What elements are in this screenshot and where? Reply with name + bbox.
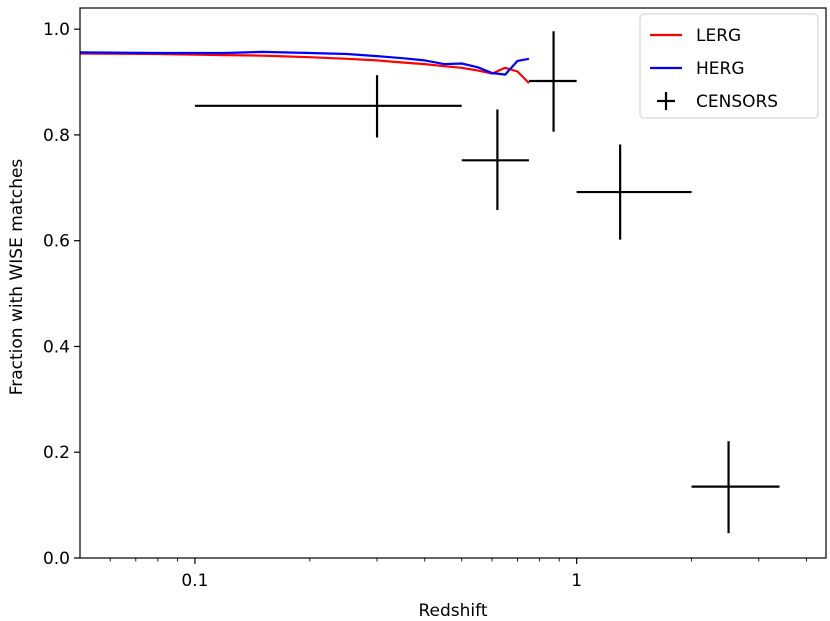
x-axis-label: Redshift (418, 601, 487, 621)
y-tick-label: 0.2 (43, 443, 70, 463)
legend-entry-herg: HERG (650, 59, 745, 79)
legend-label: CENSORS (696, 92, 778, 112)
y-tick-label: 0.6 (43, 232, 70, 252)
legend-entry-lerg: LERG (650, 26, 741, 46)
errorbar-point (461, 109, 529, 211)
legend-box (639, 13, 819, 119)
plot-area (79, 31, 780, 534)
legend: LERG HERG CENSORS (639, 13, 819, 119)
y-axis-label: Fraction with WISE matches (7, 159, 27, 396)
errorbar-point (528, 31, 577, 132)
series-line-lerg (79, 52, 530, 84)
legend-label: HERG (696, 59, 745, 79)
legend-entry-censors: CENSORS (657, 92, 778, 112)
y-tick-label: 0.0 (43, 549, 70, 569)
x-tick-label: 1 (571, 571, 582, 591)
series-line-herg (79, 50, 530, 76)
y-tick-label: 0.4 (43, 337, 70, 357)
errorbar-point (691, 441, 780, 534)
errorbar-point (194, 75, 462, 138)
legend-label: LERG (696, 26, 741, 46)
errorbar-point (576, 144, 692, 240)
axes: 0.0 0.2 0.4 0.6 0.8 1.0 0.1 1 (43, 20, 807, 591)
axes-frame (79, 7, 827, 559)
y-tick-label: 0.8 (43, 126, 70, 146)
x-tick-label: 0.1 (181, 571, 208, 591)
y-tick-label: 1.0 (43, 20, 70, 40)
